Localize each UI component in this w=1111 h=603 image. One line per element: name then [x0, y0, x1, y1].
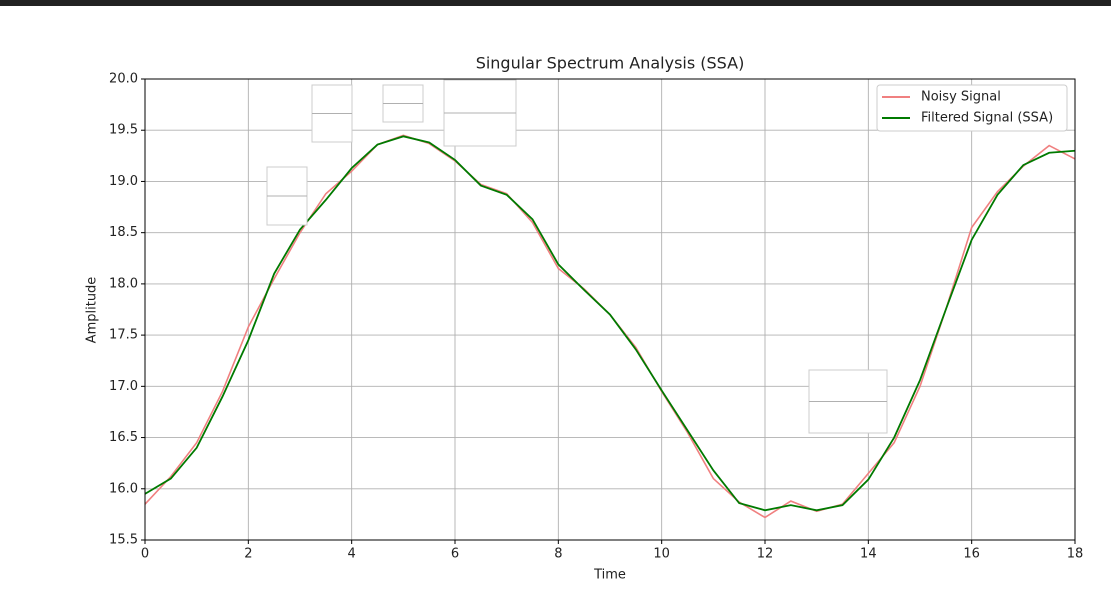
y-axis-label: Amplitude — [85, 277, 100, 344]
x-tick-label: 0 — [141, 547, 149, 562]
plot-frame — [144, 78, 1076, 541]
legend-label: Noisy Signal — [921, 90, 1001, 105]
x-axis-label: Time — [593, 568, 626, 583]
x-tick-label: 12 — [757, 547, 774, 562]
x-tick-label: 10 — [653, 547, 670, 562]
y-tick-label: 15.5 — [109, 533, 138, 548]
x-tick-label: 4 — [348, 547, 356, 562]
x-tick-label: 16 — [963, 547, 980, 562]
top-bar — [0, 0, 1111, 6]
legend-box — [876, 84, 1068, 132]
y-tick-label: 19.5 — [109, 123, 138, 138]
y-tick-label: 16.5 — [109, 430, 138, 445]
y-tick-label: 18.5 — [109, 225, 138, 240]
y-tick-label: 19.0 — [109, 174, 138, 189]
x-tick-label: 14 — [860, 547, 877, 562]
x-tick-label: 2 — [244, 547, 252, 562]
x-tick-label: 6 — [451, 547, 459, 562]
y-tick-label: 16.0 — [109, 481, 138, 496]
legend-label: Filtered Signal (SSA) — [921, 111, 1053, 126]
x-tick-label: 18 — [1067, 547, 1084, 562]
y-tick-label: 17.0 — [109, 379, 138, 394]
y-tick-label: 18.0 — [109, 276, 138, 291]
y-tick-label: 17.5 — [109, 328, 138, 343]
series-line — [144, 135, 1076, 512]
chart-title: Singular Spectrum Analysis (SSA) — [476, 54, 745, 73]
y-tick-label: 20.0 — [109, 72, 138, 87]
x-tick-label: 8 — [554, 547, 562, 562]
